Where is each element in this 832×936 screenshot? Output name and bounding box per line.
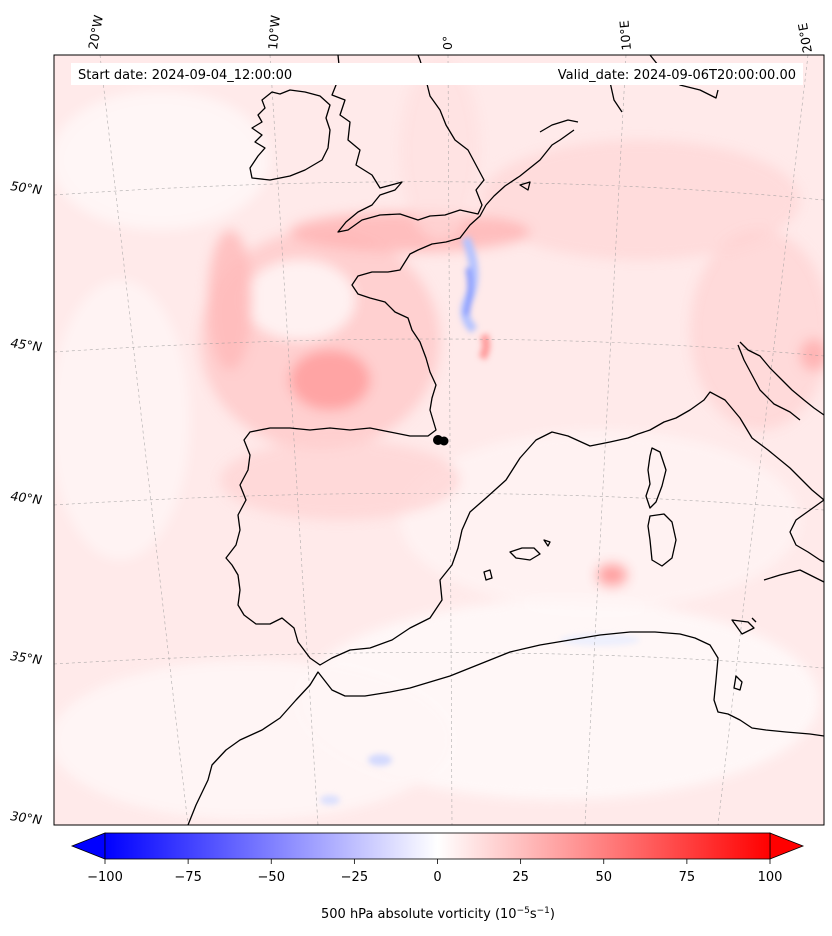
lat-label-30n: 30°N: [10, 808, 44, 827]
negative-vorticity-filament: [320, 236, 640, 805]
colorbar: −100 −75 −50 −25 0 25 50 75 100 500 hPa absolute…: [70, 832, 805, 922]
longitude-labels: 20°W 10°W 0° 10°E 20°E: [85, 14, 815, 54]
map-panel: [54, 55, 824, 825]
colorbar-gradient: [104, 832, 771, 860]
colorbar-label-main: 500 hPa absolute vorticity (10: [321, 907, 517, 922]
colorbar-label-end: ): [550, 907, 555, 922]
colorbar-under-arrow: [70, 832, 106, 860]
colorbar-label: 500 hPa absolute vorticity (10−5s−1): [321, 906, 555, 922]
latitude-labels: 50°N 45°N 40°N 35°N 30°N: [10, 178, 44, 827]
coast-continental-europe: [225, 204, 824, 666]
storm-center-marker: [433, 435, 449, 446]
colorbar-tick-label: 100: [758, 870, 783, 885]
colorbar-tick-label: −25: [341, 870, 368, 885]
colorbar-label-exp1: −5: [517, 906, 530, 916]
start-date-label: Start date: 2024-09-04_12:00:00: [78, 68, 292, 83]
coast-sardinia: [647, 513, 677, 567]
lon-label-10e: 10°E: [616, 20, 634, 51]
coast-great-britain: [331, 55, 485, 233]
colorbar-tick-label: 75: [679, 870, 696, 885]
lat-label-40n: 40°N: [10, 488, 44, 507]
colorbar-tick-label: −100: [87, 870, 123, 885]
lat-label-45n: 45°N: [10, 335, 44, 354]
colorbar-tick-label: −50: [258, 870, 285, 885]
lat-label-35n: 35°N: [10, 648, 44, 667]
coast-corsica: [645, 447, 667, 509]
lon-label-10w: 10°W: [265, 15, 283, 51]
coastlines: [187, 55, 824, 825]
coast-north-africa: [187, 631, 824, 825]
colorbar-label-exp2: −1: [537, 906, 550, 916]
lat-label-50n: 50°N: [10, 178, 44, 197]
valid-date-label: Valid_date: 2024-09-06T20:00:00.00: [558, 68, 796, 83]
lon-label-0: 0°: [440, 36, 455, 50]
colorbar-over-arrow: [769, 832, 805, 860]
lon-label-20e: 20°E: [795, 22, 815, 54]
coast-italy: [737, 344, 824, 583]
colorbar-tick-label: 50: [595, 870, 612, 885]
header-bar: Start date: 2024-09-04_12:00:00 Valid_da…: [71, 63, 803, 85]
colorbar-ticks: −100 −75 −50 −25 0 25 50 75 100: [87, 859, 782, 885]
coast-ireland: [249, 89, 331, 181]
map-frame: [53, 54, 825, 826]
colorbar-tick-label: 0: [433, 870, 441, 885]
graticule: [54, 55, 824, 825]
colorbar-label-unit: s: [530, 907, 537, 922]
lon-label-20w: 20°W: [85, 14, 106, 51]
colorbar-tick-label: 25: [512, 870, 529, 885]
colorbar-tick-label: −75: [174, 870, 201, 885]
